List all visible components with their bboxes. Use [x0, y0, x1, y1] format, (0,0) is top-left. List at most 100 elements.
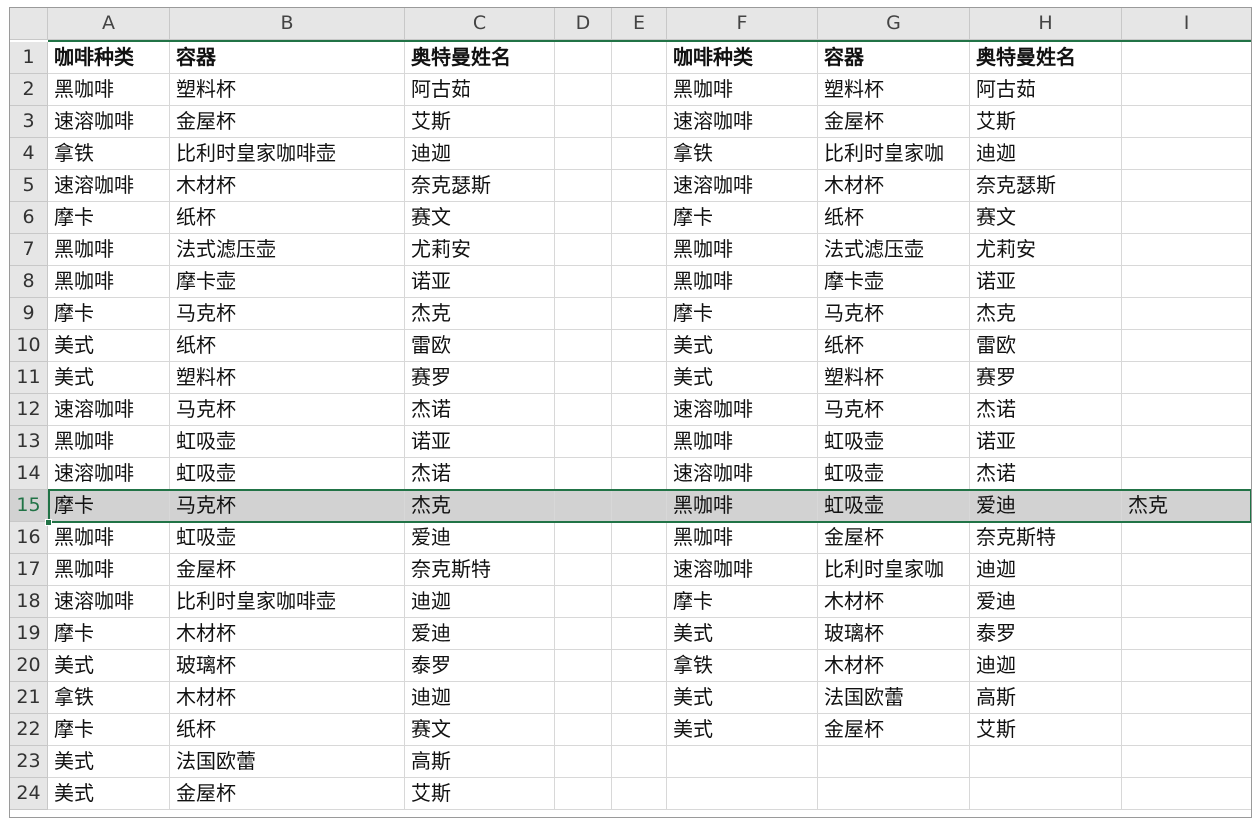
cell[interactable]: 马克杯 [818, 394, 970, 426]
row-header[interactable]: 9 [10, 298, 48, 330]
cell[interactable]: 比利时皇家咖 [818, 554, 970, 586]
cell[interactable]: 摩卡 [667, 202, 818, 234]
cell[interactable]: 摩卡 [48, 714, 170, 746]
cell[interactable]: 美式 [48, 650, 170, 682]
cell[interactable]: 塑料杯 [818, 362, 970, 394]
cell[interactable] [1122, 682, 1252, 714]
cell[interactable]: 摩卡壶 [170, 266, 405, 298]
cell[interactable]: 赛罗 [970, 362, 1122, 394]
cell[interactable]: 纸杯 [818, 330, 970, 362]
cell[interactable]: 泰罗 [970, 618, 1122, 650]
cell[interactable]: 美式 [667, 714, 818, 746]
cell[interactable]: 塑料杯 [818, 74, 970, 106]
cell[interactable]: 迪迦 [405, 586, 555, 618]
cell[interactable]: 容器 [170, 42, 405, 74]
cell[interactable]: 摩卡 [48, 202, 170, 234]
row-header[interactable]: 18 [10, 586, 48, 618]
cell[interactable]: 金屋杯 [170, 554, 405, 586]
cell[interactable]: 爱迪 [405, 618, 555, 650]
cell[interactable] [1122, 106, 1252, 138]
cell[interactable] [667, 778, 818, 810]
cell[interactable]: 木材杯 [170, 618, 405, 650]
cell[interactable] [612, 554, 667, 586]
cell[interactable] [970, 778, 1122, 810]
cell[interactable]: 速溶咖啡 [667, 458, 818, 490]
cell[interactable]: 迪迦 [970, 554, 1122, 586]
cell[interactable] [612, 458, 667, 490]
cell[interactable]: 阿古茹 [405, 74, 555, 106]
cell[interactable]: 杰克 [405, 298, 555, 330]
cell[interactable] [612, 202, 667, 234]
column-header[interactable]: H [970, 8, 1122, 40]
cell[interactable]: 摩卡 [48, 490, 170, 522]
cell[interactable]: 虹吸壶 [170, 458, 405, 490]
cell[interactable]: 黑咖啡 [48, 74, 170, 106]
cell[interactable] [555, 650, 612, 682]
cell[interactable]: 拿铁 [667, 138, 818, 170]
cell[interactable]: 纸杯 [170, 714, 405, 746]
cell[interactable] [612, 74, 667, 106]
cell[interactable] [612, 362, 667, 394]
cell[interactable] [555, 266, 612, 298]
cell[interactable]: 速溶咖啡 [48, 586, 170, 618]
column-header[interactable]: D [555, 8, 612, 40]
cell[interactable]: 马克杯 [170, 298, 405, 330]
cell[interactable]: 摩卡 [667, 586, 818, 618]
cell[interactable]: 法式滤压壶 [170, 234, 405, 266]
cell[interactable]: 杰克 [970, 298, 1122, 330]
cell[interactable]: 奥特曼姓名 [405, 42, 555, 74]
cell[interactable] [612, 234, 667, 266]
cell[interactable] [1122, 170, 1252, 202]
cell[interactable] [612, 746, 667, 778]
cell[interactable] [555, 298, 612, 330]
cell[interactable]: 虹吸壶 [818, 490, 970, 522]
cell[interactable]: 金屋杯 [170, 778, 405, 810]
row-header[interactable]: 6 [10, 202, 48, 234]
cell[interactable]: 赛罗 [405, 362, 555, 394]
cell[interactable] [612, 170, 667, 202]
cell[interactable]: 塑料杯 [170, 362, 405, 394]
cell[interactable]: 虹吸壶 [170, 426, 405, 458]
cell[interactable]: 纸杯 [818, 202, 970, 234]
cell[interactable]: 诺亚 [970, 266, 1122, 298]
cell[interactable] [555, 426, 612, 458]
cell[interactable]: 迪迦 [970, 138, 1122, 170]
cell[interactable] [970, 746, 1122, 778]
cell[interactable]: 黑咖啡 [48, 234, 170, 266]
cell[interactable] [555, 682, 612, 714]
cell[interactable]: 容器 [818, 42, 970, 74]
cell[interactable]: 泰罗 [405, 650, 555, 682]
cell[interactable]: 木材杯 [818, 650, 970, 682]
cell[interactable]: 咖啡种类 [48, 42, 170, 74]
cell[interactable] [555, 522, 612, 554]
cell[interactable]: 速溶咖啡 [667, 554, 818, 586]
cell[interactable]: 爱迪 [405, 522, 555, 554]
cell[interactable]: 速溶咖啡 [667, 170, 818, 202]
cell[interactable] [1122, 266, 1252, 298]
cell[interactable] [555, 234, 612, 266]
cell[interactable]: 杰诺 [405, 394, 555, 426]
cell[interactable] [612, 394, 667, 426]
row-header[interactable]: 4 [10, 138, 48, 170]
cell[interactable] [555, 170, 612, 202]
row-header[interactable]: 8 [10, 266, 48, 298]
cell[interactable]: 速溶咖啡 [48, 106, 170, 138]
cell[interactable]: 黑咖啡 [48, 426, 170, 458]
row-header[interactable]: 24 [10, 778, 48, 810]
cell[interactable]: 金屋杯 [170, 106, 405, 138]
cell[interactable]: 玻璃杯 [818, 618, 970, 650]
cell[interactable] [612, 682, 667, 714]
cell[interactable]: 诺亚 [405, 266, 555, 298]
cell[interactable] [612, 138, 667, 170]
cell[interactable]: 美式 [667, 362, 818, 394]
row-header[interactable]: 13 [10, 426, 48, 458]
row-header[interactable]: 16 [10, 522, 48, 554]
row-header[interactable]: 10 [10, 330, 48, 362]
cell[interactable]: 拿铁 [48, 138, 170, 170]
row-header[interactable]: 15 [10, 490, 48, 522]
cell[interactable]: 尤莉安 [970, 234, 1122, 266]
cell[interactable] [1122, 650, 1252, 682]
cell[interactable] [612, 522, 667, 554]
cell[interactable]: 爱迪 [970, 586, 1122, 618]
cell[interactable]: 木材杯 [818, 586, 970, 618]
